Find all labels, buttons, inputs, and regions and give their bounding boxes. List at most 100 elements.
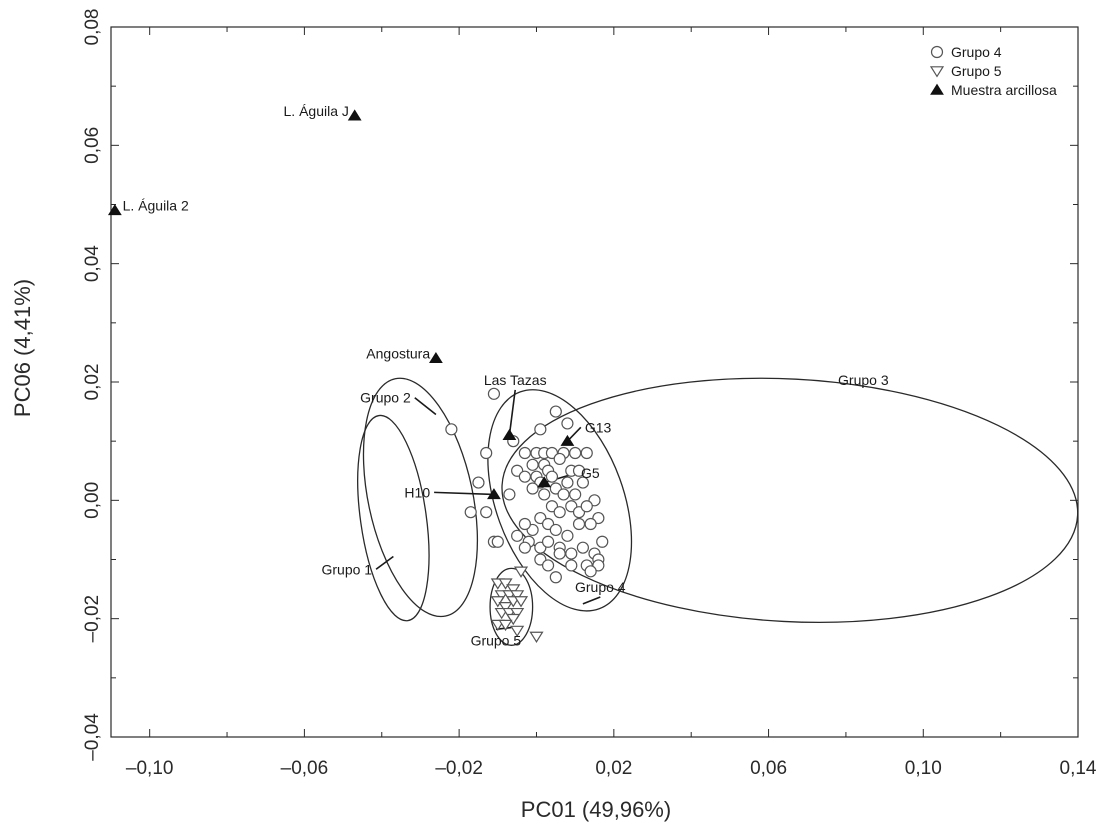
y-tick-label: –0,02 <box>82 595 103 643</box>
point-grupo-4 <box>549 405 562 418</box>
point-grupo-4 <box>518 541 531 554</box>
point-grupo-4 <box>565 559 578 572</box>
y-tick-label: 0,02 <box>82 364 103 401</box>
point-grupo-4 <box>565 547 578 560</box>
point-grupo-4 <box>561 417 574 430</box>
y-tick-label: 0,00 <box>82 482 103 519</box>
x-axis: –0,10 –0,06 –0,02 0,02 0,06 0,10 0,14 <box>126 27 1097 779</box>
y-tick-label: 0,06 <box>82 127 103 164</box>
annotations: L. Águila J L. Águila 2 Angostura Las Tazas… <box>123 103 889 649</box>
point-muestra-arcillosa <box>347 109 362 121</box>
point-grupo-4 <box>561 476 574 489</box>
point-muestra-arcillosa <box>502 428 517 440</box>
annotation-label: L. Águila J <box>284 103 349 119</box>
annotation-label: Grupo 3 <box>838 372 889 388</box>
annotation-label: L. Águila 2 <box>123 197 189 213</box>
point-grupo-5 <box>529 631 544 643</box>
point-muestra-arcillosa <box>487 488 501 500</box>
x-tick-label: 0,02 <box>595 758 632 779</box>
legend: Grupo 4 Grupo 5 Muestra arcillosa <box>929 44 1057 98</box>
point-grupo-4 <box>464 506 477 519</box>
annotation-label: Grupo 5 <box>471 632 522 648</box>
point-grupo-4 <box>511 529 524 542</box>
point-grupo-5 <box>510 590 525 602</box>
point-grupo-4 <box>569 488 582 501</box>
ellipse-grupo-5 <box>489 567 534 646</box>
x-tick-label: –0,02 <box>435 758 483 779</box>
point-grupo-4 <box>541 559 555 572</box>
x-tick-label: 0,14 <box>1060 758 1097 779</box>
leader-line <box>375 555 394 570</box>
ellipse-grupo-4 <box>487 389 633 612</box>
point-grupo-5 <box>498 602 513 614</box>
y-tick-label: –0,04 <box>82 713 103 761</box>
leader-line <box>414 397 437 416</box>
point-grupo-4 <box>557 488 570 501</box>
point-grupo-4 <box>472 476 485 489</box>
point-grupo-4 <box>553 452 566 466</box>
point-grupo-5 <box>513 596 529 608</box>
point-grupo-4 <box>576 541 589 554</box>
group-ellipses <box>357 377 1079 646</box>
y-tick-label: 0,04 <box>82 245 103 282</box>
annotation-label: Angostura <box>366 345 430 361</box>
point-grupo-4 <box>584 517 597 531</box>
annotation-label: H10 <box>404 484 430 500</box>
point-grupo-5 <box>498 619 513 632</box>
point-grupo-5 <box>513 566 529 578</box>
y-axis-title: PC06 (4,41%) <box>10 279 35 417</box>
legend-marker <box>930 83 944 95</box>
point-grupo-5 <box>510 607 525 620</box>
point-grupo-4 <box>541 535 555 548</box>
point-grupo-4 <box>553 506 566 519</box>
annotation-label: G13 <box>585 419 612 435</box>
annotation-label: Grupo 4 <box>575 579 626 595</box>
point-grupo-5 <box>506 584 521 596</box>
y-tick-label: 0,08 <box>82 9 103 46</box>
legend-marker <box>929 66 945 78</box>
point-grupo-4 <box>584 565 597 578</box>
point-grupo-4 <box>569 446 582 460</box>
plot-area <box>110 26 1079 738</box>
plot-frame <box>110 26 1079 738</box>
point-grupo-4 <box>518 517 531 531</box>
point-grupo-4 <box>549 571 562 584</box>
point-grupo-4 <box>526 482 539 495</box>
point-grupo-4 <box>526 458 539 471</box>
point-grupo-4 <box>503 488 516 501</box>
leader-line <box>508 389 516 436</box>
ellipse-grupo-3 <box>501 377 1079 624</box>
data-points <box>107 109 609 643</box>
point-grupo-4 <box>561 529 574 542</box>
point-grupo-5 <box>498 578 513 590</box>
point-grupo-4 <box>480 446 493 460</box>
point-grupo-4 <box>534 423 547 436</box>
point-grupo-4 <box>553 547 566 560</box>
ellipse-grupo-2 <box>362 377 479 618</box>
x-tick-label: 0,06 <box>750 758 787 779</box>
point-grupo-4 <box>518 470 531 483</box>
legend-label: Grupo 5 <box>951 63 1002 79</box>
ellipse-grupo-1 <box>357 414 430 622</box>
legend-label: Muestra arcillosa <box>951 82 1057 98</box>
leader-line <box>434 491 494 496</box>
x-tick-label: –0,10 <box>126 758 174 779</box>
leader-line <box>582 596 601 605</box>
point-grupo-4 <box>545 470 559 483</box>
point-grupo-4 <box>480 506 493 519</box>
x-axis-title: PC01 (49,96%) <box>521 797 671 822</box>
point-grupo-4 <box>538 488 551 501</box>
point-grupo-4 <box>572 464 586 477</box>
point-muestra-arcillosa <box>429 351 443 364</box>
point-grupo-4 <box>518 446 531 460</box>
point-muestra-arcillosa <box>560 434 575 446</box>
annotation-label: Grupo 2 <box>360 390 411 406</box>
point-muestra-arcillosa <box>537 476 552 488</box>
point-grupo-4 <box>445 423 458 436</box>
point-grupo-4 <box>596 535 609 548</box>
legend-marker <box>930 45 944 59</box>
point-grupo-5 <box>510 625 525 638</box>
point-grupo-5 <box>506 613 521 626</box>
point-grupo-4 <box>580 446 593 460</box>
